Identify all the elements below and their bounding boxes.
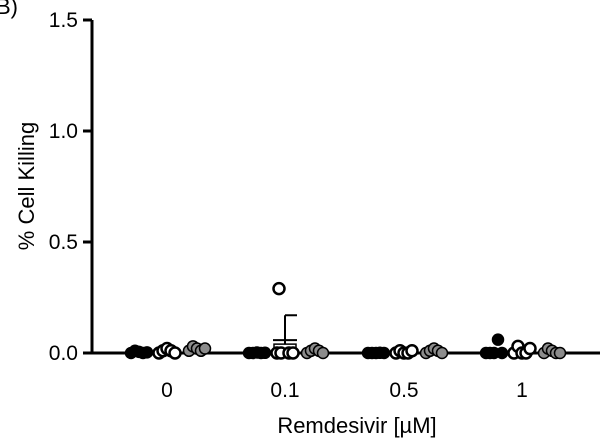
data-point (286, 346, 300, 360)
x-tick-label: 1 (516, 379, 528, 402)
data-point (168, 346, 182, 360)
y-tick-label: 1.0 (49, 120, 78, 143)
data-point (258, 346, 272, 360)
y-tick-label: 0.0 (49, 342, 78, 365)
data-point (495, 346, 509, 360)
x-tick-label: 0 (161, 379, 173, 402)
data-point (553, 346, 567, 360)
data-point (272, 281, 286, 296)
data-point (435, 346, 449, 360)
y-tick-label: 1.5 (49, 9, 78, 32)
y-tick-label: 0.5 (49, 231, 78, 254)
data-point (491, 333, 505, 346)
x-axis-label: Remdesivir [µM] (277, 413, 436, 438)
data-point (377, 346, 391, 360)
panel-label: B) (0, 0, 18, 19)
chart-marks (124, 281, 567, 360)
data-point (523, 341, 537, 356)
data-point (405, 344, 419, 358)
data-point (316, 346, 330, 360)
data-point (140, 346, 154, 359)
data-point (198, 342, 212, 355)
x-tick-label: 0.1 (270, 379, 299, 402)
y-axis-label: % Cell Killing (14, 122, 39, 250)
x-tick-label: 0.5 (389, 379, 418, 402)
